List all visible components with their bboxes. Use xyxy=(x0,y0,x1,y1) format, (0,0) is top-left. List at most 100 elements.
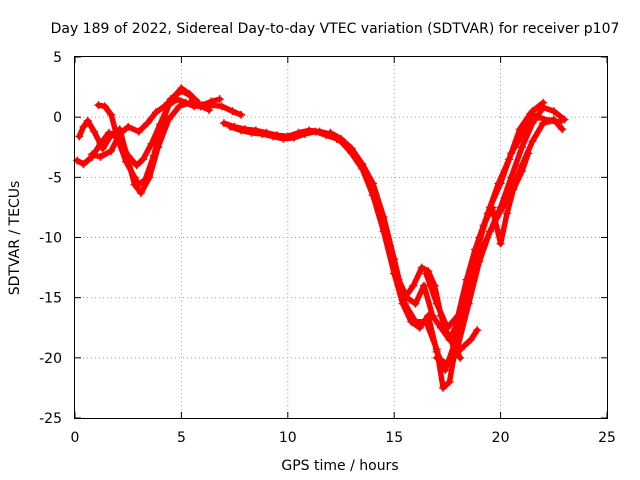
data-point xyxy=(454,347,463,356)
x-tick-label: 15 xyxy=(385,430,403,446)
data-point xyxy=(358,160,367,169)
y-tick-label: 5 xyxy=(53,50,62,66)
ticks: 0 5 10 15 20 25 5 0 -5 -10 -15 -20 -25 xyxy=(39,50,616,446)
x-tick-label: 20 xyxy=(492,430,510,446)
data-point xyxy=(122,157,131,166)
data-point xyxy=(517,161,526,170)
data-point xyxy=(488,203,497,212)
data-point xyxy=(100,102,109,111)
series-line xyxy=(327,104,568,391)
data-point xyxy=(411,299,420,308)
data-point xyxy=(496,179,505,188)
data-point xyxy=(496,207,505,216)
series-track-2 xyxy=(75,98,245,197)
x-tick-label: 25 xyxy=(598,430,616,446)
data-point xyxy=(279,134,288,143)
data-point xyxy=(443,359,452,368)
data-point xyxy=(445,377,454,386)
data-point xyxy=(311,127,320,136)
y-tick-label: -15 xyxy=(39,291,62,307)
data-point xyxy=(136,188,145,197)
data-point xyxy=(79,122,88,131)
y-tick-label: -5 xyxy=(48,170,62,186)
data-point xyxy=(432,299,441,308)
series-track-10 xyxy=(432,115,567,368)
data-point xyxy=(168,93,177,102)
series-layer xyxy=(73,84,569,392)
data-point xyxy=(236,126,245,135)
data-point xyxy=(507,173,516,182)
y-tick-label: -10 xyxy=(39,231,62,247)
data-point xyxy=(400,293,409,302)
data-point xyxy=(300,130,309,139)
data-point xyxy=(160,102,169,111)
y-axis-label: SDTVAR / TECUs xyxy=(7,181,23,296)
data-point xyxy=(107,110,116,119)
data-point xyxy=(528,107,537,116)
data-point xyxy=(417,263,426,272)
data-point xyxy=(507,187,516,196)
data-point xyxy=(290,133,299,142)
data-point xyxy=(98,144,107,153)
data-point xyxy=(466,335,475,344)
data-point xyxy=(443,323,452,332)
data-point xyxy=(258,130,267,139)
data-point xyxy=(107,146,116,155)
series-line xyxy=(455,327,480,355)
data-point xyxy=(422,269,431,278)
data-point xyxy=(528,119,537,128)
y-tick-label: -25 xyxy=(39,411,62,427)
data-point xyxy=(390,269,399,278)
data-point xyxy=(560,115,569,124)
data-point xyxy=(473,326,482,335)
data-point xyxy=(124,122,133,131)
data-point xyxy=(347,144,356,153)
data-point xyxy=(460,341,469,350)
data-point xyxy=(456,353,465,362)
data-point xyxy=(326,128,335,137)
data-point xyxy=(390,255,399,264)
data-point xyxy=(115,130,124,139)
data-point xyxy=(419,281,428,290)
data-point xyxy=(96,152,105,161)
data-point xyxy=(432,345,441,354)
data-point xyxy=(132,161,141,170)
data-point xyxy=(151,108,160,117)
data-point xyxy=(226,122,235,131)
data-point xyxy=(415,323,424,332)
data-point xyxy=(83,116,92,125)
data-point xyxy=(479,221,488,230)
data-point xyxy=(322,131,331,140)
data-point xyxy=(337,134,345,143)
data-point xyxy=(194,98,203,107)
data-point xyxy=(175,102,184,111)
x-tick-label: 10 xyxy=(279,430,297,446)
data-point xyxy=(185,90,194,99)
data-point xyxy=(90,127,99,136)
data-point xyxy=(185,98,194,107)
data-point xyxy=(517,143,526,152)
data-point xyxy=(549,115,558,124)
data-point xyxy=(528,137,537,146)
data-point xyxy=(454,311,463,320)
data-point xyxy=(422,317,431,326)
data-point xyxy=(485,227,494,236)
data-point xyxy=(439,383,448,392)
data-point xyxy=(207,101,216,110)
data-point xyxy=(247,128,256,137)
data-point xyxy=(462,275,471,284)
data-point xyxy=(139,155,148,164)
data-point xyxy=(432,353,441,362)
data-point xyxy=(471,245,480,254)
series-track-4 xyxy=(88,84,203,161)
plot-frame xyxy=(74,56,608,419)
data-point xyxy=(539,119,548,128)
data-point xyxy=(507,149,516,158)
data-point xyxy=(143,119,152,128)
data-point xyxy=(368,179,377,188)
data-point xyxy=(94,101,103,110)
data-point xyxy=(502,209,511,218)
data-point xyxy=(219,119,228,128)
data-point xyxy=(428,311,437,320)
data-point xyxy=(411,317,420,326)
